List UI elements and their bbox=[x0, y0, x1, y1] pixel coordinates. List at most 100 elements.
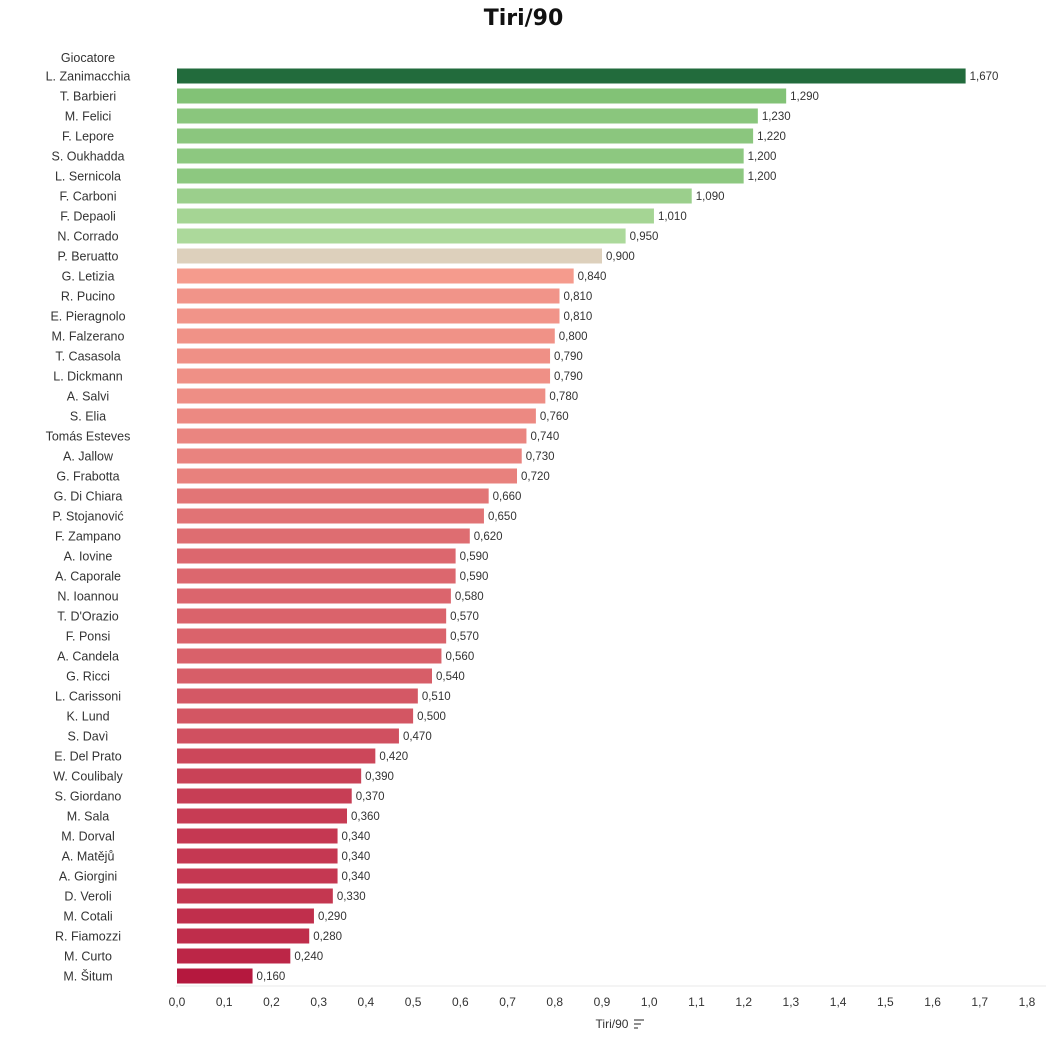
bar[interactable] bbox=[177, 568, 456, 584]
player-label: F. Zampano bbox=[55, 530, 121, 544]
value-label: 0,560 bbox=[445, 651, 474, 663]
x-tick-label: 1,2 bbox=[735, 995, 752, 1009]
bar[interactable] bbox=[177, 88, 787, 104]
player-label: A. Candela bbox=[57, 650, 119, 664]
bar[interactable] bbox=[177, 648, 442, 664]
value-label: 1,230 bbox=[762, 111, 791, 123]
value-label: 0,570 bbox=[450, 611, 479, 623]
x-axis: 0,0 0,1 0,2 0,3 0,4 0,5 0,6 0,7 0,8 0,9 1,0 1,1 1,2 1… bbox=[169, 985, 1046, 1009]
bar[interactable] bbox=[177, 708, 414, 724]
bar[interactable] bbox=[177, 128, 754, 144]
x-tick-label: 1,5 bbox=[877, 995, 894, 1009]
bar[interactable] bbox=[177, 948, 291, 964]
bar[interactable] bbox=[177, 288, 560, 304]
player-label: L. Carissoni bbox=[55, 690, 121, 704]
player-label: A. Matějů bbox=[62, 850, 115, 864]
player-label: L. Sernicola bbox=[55, 170, 121, 184]
value-label: 0,790 bbox=[554, 371, 583, 383]
value-label: 0,590 bbox=[460, 551, 489, 563]
bar[interactable] bbox=[177, 488, 489, 504]
x-tick-label: 0,9 bbox=[594, 995, 611, 1009]
bar[interactable] bbox=[177, 528, 470, 544]
value-label: 1,090 bbox=[696, 191, 725, 203]
player-label: F. Carboni bbox=[60, 190, 117, 204]
bar[interactable] bbox=[177, 428, 527, 444]
bar[interactable] bbox=[177, 148, 744, 164]
bar[interactable] bbox=[177, 808, 347, 824]
bar[interactable] bbox=[177, 788, 352, 804]
player-label: P. Stojanović bbox=[52, 510, 123, 524]
bar[interactable] bbox=[177, 208, 654, 224]
bar[interactable] bbox=[177, 328, 555, 344]
player-label: M. Curto bbox=[64, 950, 112, 964]
player-label: F. Ponsi bbox=[66, 630, 110, 644]
value-label: 0,340 bbox=[342, 871, 371, 883]
value-label: 0,720 bbox=[521, 471, 550, 483]
sort-icon[interactable] bbox=[634, 1019, 644, 1029]
bar[interactable] bbox=[177, 468, 517, 484]
bar[interactable] bbox=[177, 348, 551, 364]
bar[interactable] bbox=[177, 628, 447, 644]
bar[interactable] bbox=[177, 908, 314, 924]
player-label: R. Pucino bbox=[61, 290, 115, 304]
bar[interactable] bbox=[177, 688, 418, 704]
value-label: 0,570 bbox=[450, 631, 479, 643]
player-label: N. Ioannou bbox=[57, 590, 118, 604]
x-tick-label: 1,4 bbox=[830, 995, 847, 1009]
player-label: T. D'Orazio bbox=[57, 610, 118, 624]
bar[interactable] bbox=[177, 68, 966, 84]
bar[interactable] bbox=[177, 748, 376, 764]
bar[interactable] bbox=[177, 308, 560, 324]
bar[interactable] bbox=[177, 548, 456, 564]
bar[interactable] bbox=[177, 848, 338, 864]
bar[interactable] bbox=[177, 168, 744, 184]
player-label: A. Caporale bbox=[55, 570, 121, 584]
x-tick-label: 1,6 bbox=[924, 995, 941, 1009]
player-label: G. Letizia bbox=[62, 270, 115, 284]
player-label: T. Barbieri bbox=[60, 90, 116, 104]
bar[interactable] bbox=[177, 228, 626, 244]
value-label: 1,220 bbox=[757, 131, 786, 143]
bar[interactable] bbox=[177, 928, 310, 944]
bar[interactable] bbox=[177, 868, 338, 884]
bar[interactable] bbox=[177, 968, 253, 984]
player-label: M. Cotali bbox=[63, 910, 112, 924]
value-label: 0,240 bbox=[294, 951, 323, 963]
bar[interactable] bbox=[177, 388, 546, 404]
bar[interactable] bbox=[177, 768, 362, 784]
bar[interactable] bbox=[177, 108, 758, 124]
value-label: 0,390 bbox=[365, 771, 394, 783]
bar[interactable] bbox=[177, 408, 536, 424]
x-tick-label: 1,7 bbox=[971, 995, 988, 1009]
value-label: 0,160 bbox=[257, 971, 286, 983]
bar[interactable] bbox=[177, 828, 338, 844]
value-label: 0,500 bbox=[417, 711, 446, 723]
bar[interactable] bbox=[177, 608, 447, 624]
value-label: 0,590 bbox=[460, 571, 489, 583]
bar[interactable] bbox=[177, 448, 522, 464]
player-label: E. Del Prato bbox=[54, 750, 121, 764]
player-label: G. Ricci bbox=[66, 670, 110, 684]
player-label: A. Giorgini bbox=[59, 870, 117, 884]
player-label: F. Lepore bbox=[62, 130, 114, 144]
bar[interactable] bbox=[177, 888, 333, 904]
value-label: 0,620 bbox=[474, 531, 503, 543]
x-tick-label: 0,7 bbox=[499, 995, 516, 1009]
value-label: 1,670 bbox=[970, 71, 999, 83]
player-label: E. Pieragnolo bbox=[50, 310, 125, 324]
player-label: A. Iovine bbox=[64, 550, 113, 564]
player-label: M. Falzerano bbox=[52, 330, 125, 344]
value-label: 1,290 bbox=[790, 91, 819, 103]
bar[interactable] bbox=[177, 368, 551, 384]
value-label: 1,200 bbox=[748, 151, 777, 163]
bar[interactable] bbox=[177, 508, 484, 524]
bar[interactable] bbox=[177, 668, 432, 684]
bar[interactable] bbox=[177, 248, 602, 264]
bar[interactable] bbox=[177, 728, 399, 744]
bar[interactable] bbox=[177, 588, 451, 604]
player-label: A. Salvi bbox=[67, 390, 109, 404]
player-label: G. Di Chiara bbox=[54, 490, 123, 504]
bar[interactable] bbox=[177, 188, 692, 204]
bar[interactable] bbox=[177, 268, 574, 284]
x-tick-label: 1,1 bbox=[688, 995, 705, 1009]
